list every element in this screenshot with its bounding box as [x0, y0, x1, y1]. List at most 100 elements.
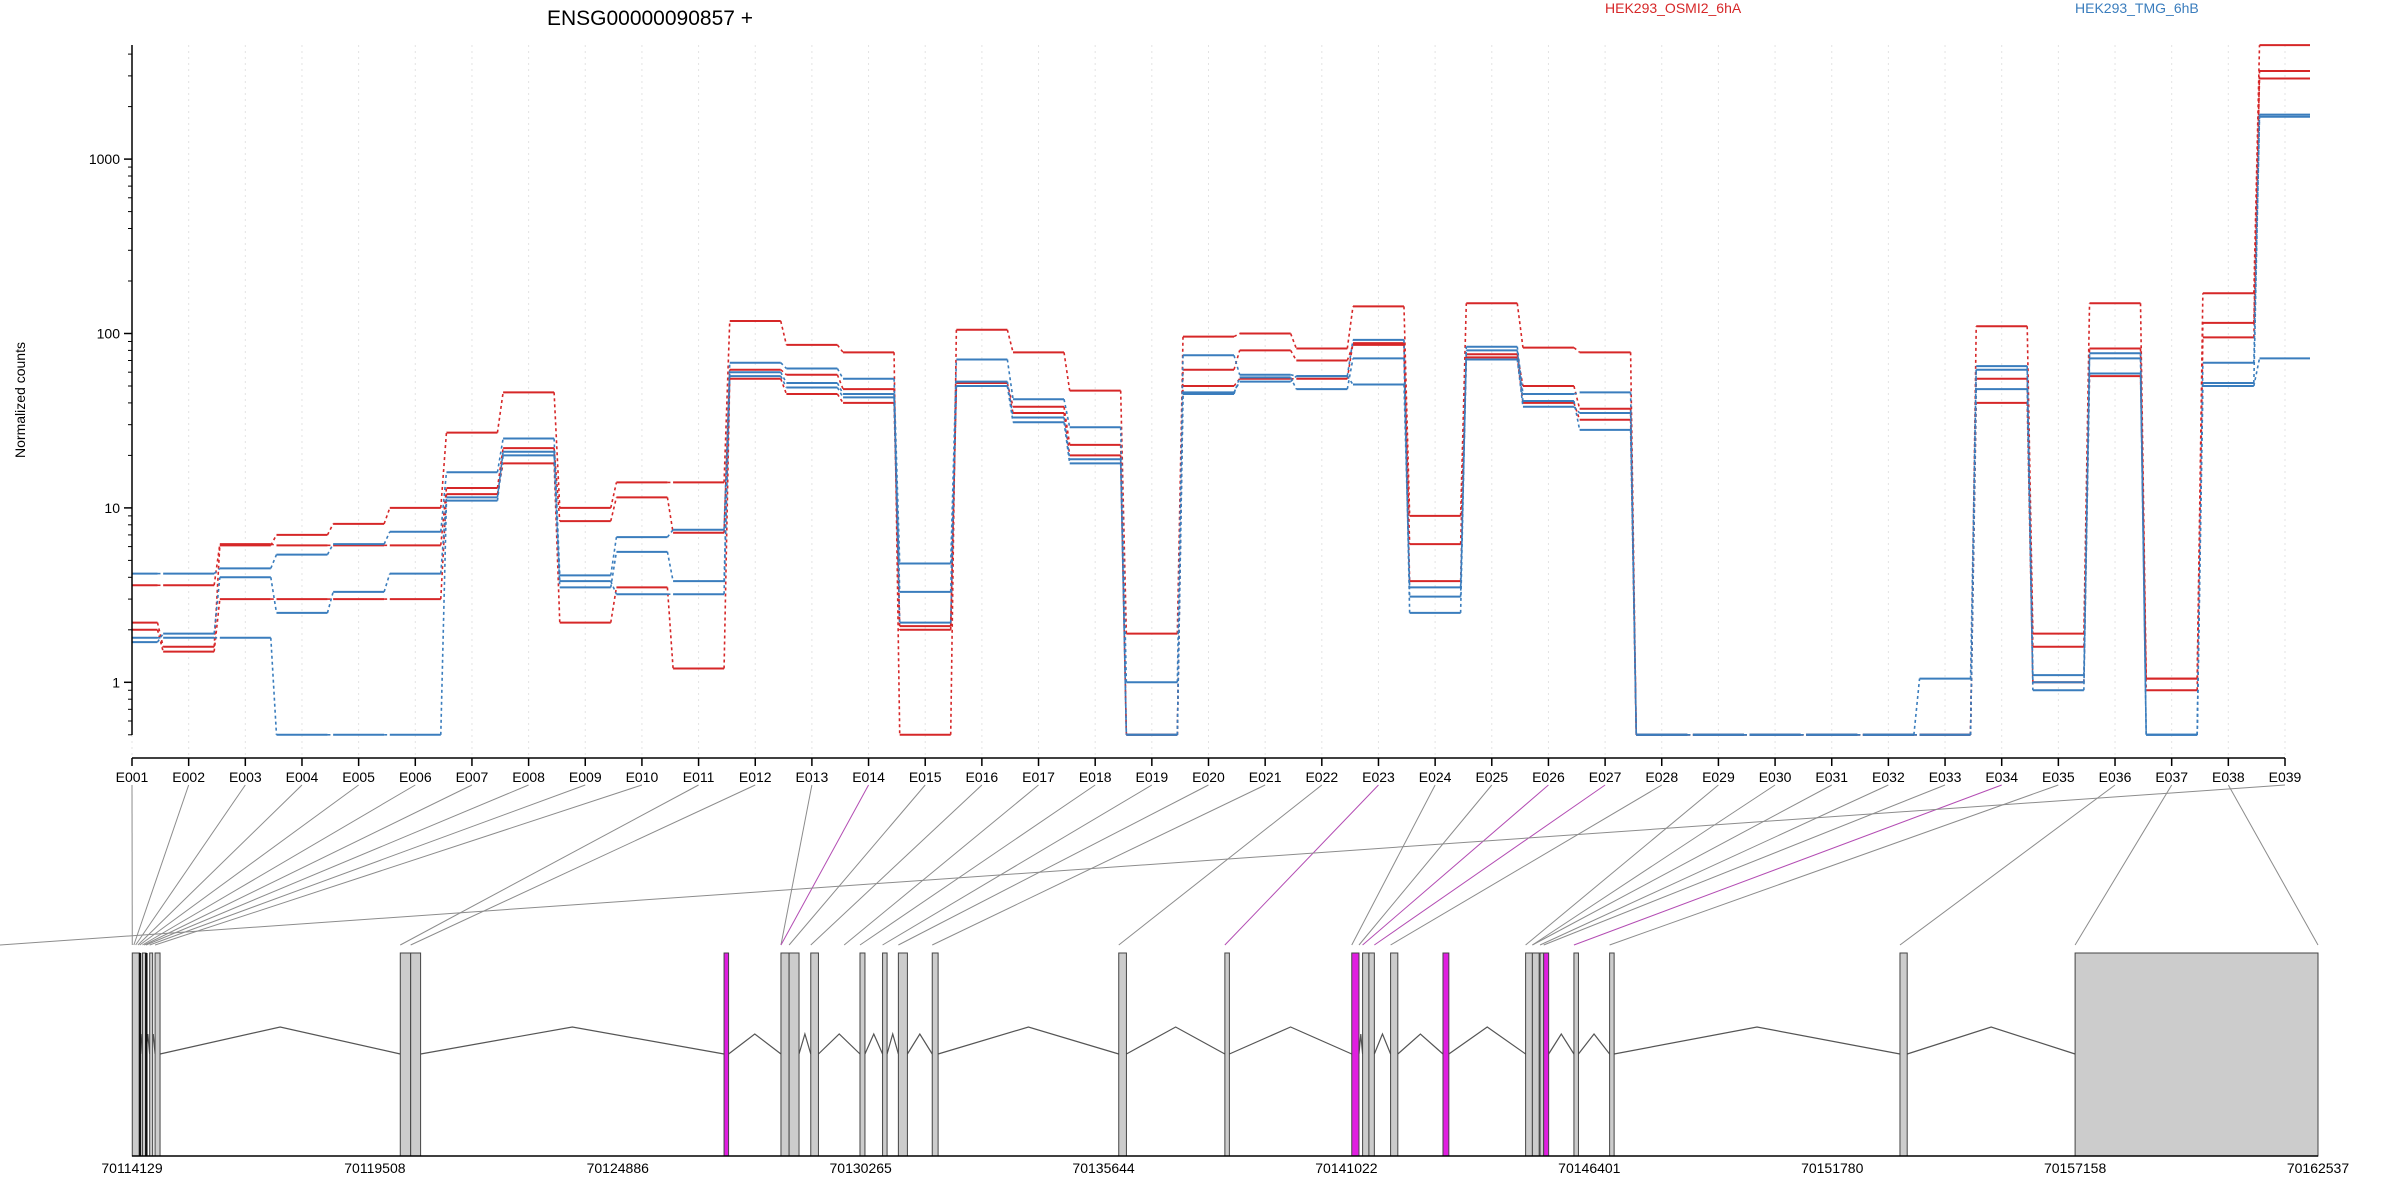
intron-line	[937, 1026, 1119, 1055]
exon-box-highlighted	[1351, 952, 1360, 1157]
series-connector	[2083, 358, 2091, 691]
series-connector	[1290, 375, 1297, 383]
series-connector	[496, 392, 504, 433]
series-connector	[2253, 78, 2261, 323]
exon-box	[1525, 952, 1533, 1157]
x-tick-label-E013: E013	[796, 769, 829, 785]
series-connector	[439, 472, 448, 532]
series-connector	[553, 392, 561, 508]
series-connector	[1573, 385, 1581, 409]
x-tick-label-E009: E009	[569, 769, 602, 785]
genome-coordinate-label: 70119508	[344, 1160, 405, 1176]
series-connector	[1516, 354, 1524, 387]
exon-box	[131, 952, 141, 1157]
series-connector	[780, 369, 787, 376]
connector-E004	[137, 784, 303, 946]
connector-E010	[154, 784, 643, 946]
x-tick-label-E022: E022	[1305, 769, 1338, 785]
connector-E008	[145, 784, 529, 946]
series-connector	[1289, 377, 1298, 390]
series-lines	[132, 44, 2310, 736]
series-connector	[439, 497, 448, 574]
connector-E037	[2074, 784, 2173, 946]
x-tick-label-E020: E020	[1192, 769, 1225, 785]
connector-E011	[400, 784, 699, 946]
series-connector	[1006, 385, 1014, 423]
legend-label-osmi2: HEK293_OSMI2_6hA	[1605, 0, 1742, 16]
series-connector	[779, 378, 788, 395]
exon-box	[399, 952, 412, 1157]
connector-E025	[1358, 784, 1493, 946]
exon-box	[1118, 952, 1127, 1157]
x-tick-label-E002: E002	[172, 769, 205, 785]
exon-box	[859, 952, 866, 1157]
series-HEK293_TMG_6hB-6	[132, 115, 2310, 736]
y-tick-label: 10	[104, 500, 120, 516]
x-tick-label-E039: E039	[2269, 769, 2302, 785]
series-connector	[213, 567, 221, 575]
genome-coordinate-label: 70162537	[2287, 1160, 2350, 1176]
series-connector	[270, 577, 278, 614]
intron-line	[1358, 1033, 1364, 1055]
intron-line	[159, 1026, 401, 1055]
connector-E030	[1532, 784, 1776, 946]
series-connector	[1346, 375, 1354, 385]
x-tick-label-E031: E031	[1815, 769, 1848, 785]
connector-E031	[1532, 784, 1832, 946]
series-connector	[1006, 381, 1014, 418]
connector-E020	[898, 784, 1209, 946]
vertical-gridlines	[131, 45, 2286, 756]
series-connector	[496, 455, 504, 501]
y-tick-label: 100	[97, 326, 121, 342]
series-connector	[1233, 332, 1241, 338]
chart-title: ENSG00000090857 +	[547, 7, 753, 30]
series-connector	[439, 432, 448, 508]
series-connector	[1176, 392, 1184, 735]
series-connector	[326, 591, 334, 614]
connector-E033	[1543, 784, 1946, 946]
intron-line	[1548, 1032, 1575, 1055]
series-connector	[1573, 402, 1581, 421]
exon-box	[149, 952, 154, 1157]
series-connector	[1063, 399, 1071, 428]
series-connector	[1119, 390, 1128, 634]
series-connector	[270, 554, 278, 569]
axes: 1 10 100 1000 E001 E002 E003 E004 E005 E006 E007 E0…	[89, 45, 2302, 785]
series-connector	[2253, 116, 2261, 384]
series-connector	[1289, 350, 1298, 361]
series-connector	[1913, 678, 1921, 735]
exon-box	[882, 952, 888, 1157]
series-connector	[1516, 346, 1524, 395]
exon-box	[410, 952, 422, 1157]
connector-E015	[788, 784, 926, 946]
exon-box	[788, 952, 800, 1157]
series-connector	[383, 531, 391, 545]
x-tick-label-E037: E037	[2155, 769, 2188, 785]
x-tick-label-E025: E025	[1475, 769, 1508, 785]
intron-line	[798, 1031, 812, 1055]
series-connector	[780, 362, 787, 370]
connector-E028	[1390, 784, 1663, 946]
intron-line	[1373, 1032, 1392, 1055]
series-connector	[326, 523, 334, 536]
series-connector	[893, 352, 901, 735]
connector-E036	[1899, 784, 2116, 946]
x-tick-label-E001: E001	[116, 769, 149, 785]
x-tick-label-E016: E016	[966, 769, 999, 785]
exon-box	[1573, 952, 1579, 1157]
x-tick-label-E034: E034	[1985, 769, 2018, 785]
x-tick-label-E036: E036	[2099, 769, 2132, 785]
exon-box	[1609, 952, 1615, 1157]
series-connector	[893, 397, 901, 623]
connector-E012	[410, 784, 756, 946]
connector-E038	[2227, 784, 2319, 946]
series-connector	[1063, 417, 1071, 460]
x-tick-label-E010: E010	[626, 769, 659, 785]
genome-coordinate-label: 70157158	[2044, 1160, 2107, 1176]
series-connector	[723, 378, 731, 669]
series-connector	[609, 497, 618, 522]
series-connector	[1573, 391, 1580, 395]
exon-box	[1362, 952, 1370, 1157]
series-connector	[326, 543, 334, 555]
